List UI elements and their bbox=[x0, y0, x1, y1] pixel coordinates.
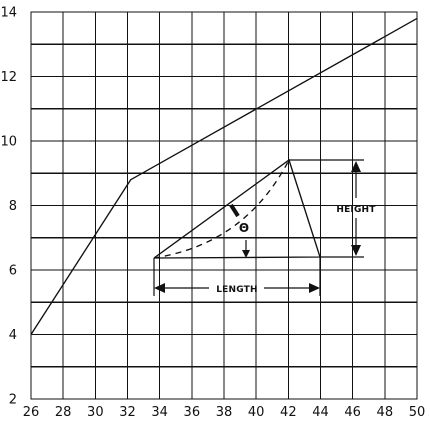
inset-height-arrow-down bbox=[351, 245, 361, 256]
y-tick-label: 6 bbox=[9, 264, 17, 279]
x-tick-label: 46 bbox=[344, 405, 361, 420]
x-tick-label: 26 bbox=[23, 405, 40, 420]
inset-curved-dashed-line bbox=[153, 159, 290, 259]
inset-length-arrow-right bbox=[309, 283, 320, 293]
inset-height-label: HEIGHT bbox=[336, 205, 376, 215]
inset-triangle bbox=[153, 158, 321, 259]
y-tick-label: 10 bbox=[0, 135, 17, 150]
x-tick-label: 40 bbox=[248, 405, 265, 420]
inset-angle-label: Θ bbox=[239, 221, 249, 235]
y-tick-label: 12 bbox=[0, 70, 17, 85]
y-tick-label: 8 bbox=[9, 199, 17, 214]
x-tick-label: 38 bbox=[216, 405, 233, 420]
inset-length-label: LENGTH bbox=[216, 285, 258, 295]
y-tick-label: 4 bbox=[9, 328, 17, 343]
x-tick-label: 48 bbox=[377, 405, 394, 420]
inset-height-arrow-up bbox=[351, 161, 361, 172]
inset-length-arrow-left bbox=[154, 283, 165, 293]
x-tick-label: 30 bbox=[87, 405, 104, 420]
inset-angle-arrow-head bbox=[242, 250, 250, 258]
y-tick-label: 2 bbox=[9, 393, 17, 408]
x-tick-label: 44 bbox=[312, 405, 329, 420]
x-tick-label: 36 bbox=[184, 405, 201, 420]
x-tick-label: 32 bbox=[119, 405, 136, 420]
plot-frame bbox=[30, 11, 418, 400]
x-tick-label: 28 bbox=[55, 405, 72, 420]
x-tick-label: 34 bbox=[151, 405, 168, 420]
x-tick-label: 50 bbox=[409, 405, 426, 420]
y-tick-label: 14 bbox=[0, 6, 17, 21]
x-tick-label: 42 bbox=[280, 405, 297, 420]
inset-angle-marker bbox=[229, 203, 240, 218]
